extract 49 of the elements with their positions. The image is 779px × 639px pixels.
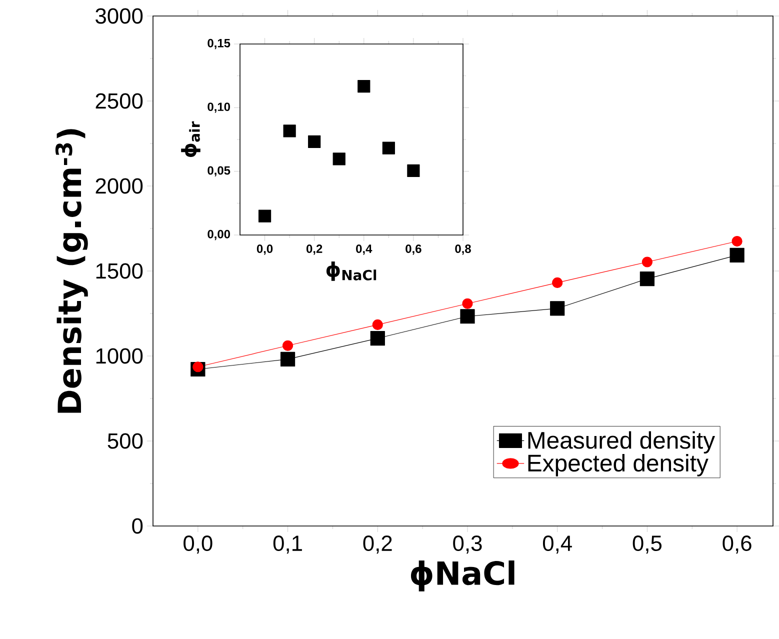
x-tick-label: 0,3 bbox=[453, 536, 482, 554]
point bbox=[550, 301, 565, 316]
y-tick-label: 2500 bbox=[96, 93, 143, 109]
legend-label: Measured density bbox=[528, 431, 716, 454]
x-tick-label: 0,8 bbox=[455, 244, 471, 255]
y-tick-label: 0 bbox=[132, 518, 143, 534]
x-tick-label: 0,2 bbox=[363, 536, 392, 554]
legend-label: Expected density bbox=[528, 454, 708, 476]
point bbox=[370, 331, 385, 346]
x-tick-label: 0,0 bbox=[256, 244, 273, 255]
point bbox=[358, 80, 370, 93]
x-tick-label: 0,0 bbox=[184, 536, 212, 554]
point bbox=[192, 362, 204, 372]
y-axis-title: Density (g.cm$^{-3}$) bbox=[55, 129, 88, 413]
point bbox=[372, 319, 383, 330]
y-tick-label: 0,15 bbox=[208, 38, 230, 50]
y-tick-label: 0,00 bbox=[208, 230, 230, 240]
point bbox=[258, 210, 272, 222]
x-tick-label: 0,6 bbox=[406, 244, 422, 255]
x-axis-title: ϕNaCl bbox=[410, 560, 514, 592]
y-tick-label: 0,10 bbox=[208, 102, 230, 113]
point bbox=[308, 135, 321, 148]
x-tick-label: 0,4 bbox=[356, 244, 372, 255]
point bbox=[642, 256, 653, 268]
point bbox=[283, 124, 296, 138]
y-tick-label: 2000 bbox=[96, 178, 143, 194]
x-tick-label: 0,4 bbox=[542, 536, 572, 554]
y-axis-title: ϕ$_{air}$ bbox=[181, 121, 200, 158]
x-tick-label: 0,1 bbox=[273, 536, 302, 554]
point bbox=[732, 236, 742, 247]
point bbox=[332, 152, 346, 166]
point bbox=[640, 272, 655, 286]
y-tick-label: 1000 bbox=[96, 348, 143, 364]
point bbox=[552, 277, 563, 288]
y-tick-label: 0,05 bbox=[208, 166, 230, 176]
point bbox=[460, 309, 475, 324]
point bbox=[407, 164, 420, 177]
point bbox=[382, 142, 395, 154]
point bbox=[282, 340, 294, 351]
y-tick-label: 3000 bbox=[96, 8, 143, 24]
x-tick-label: 0,5 bbox=[632, 536, 662, 554]
y-tick-label: 1500 bbox=[96, 263, 143, 279]
point bbox=[462, 298, 473, 309]
point bbox=[730, 248, 744, 262]
point bbox=[280, 352, 296, 367]
y-tick-label: 500 bbox=[108, 433, 143, 449]
x-tick-label: 0,6 bbox=[722, 536, 752, 554]
x-tick-label: 0,2 bbox=[306, 244, 322, 255]
x-axis-title: ϕ$_{NaCl}$ bbox=[326, 262, 376, 281]
